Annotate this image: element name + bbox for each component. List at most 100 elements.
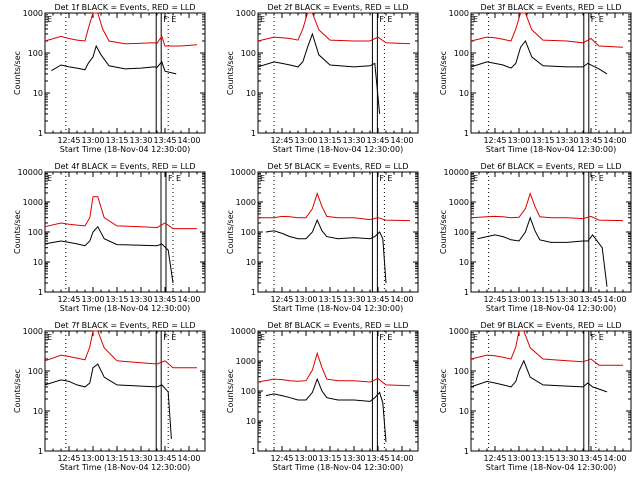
flag-label: E: [260, 15, 265, 24]
chart-title: Det 7f BLACK = Events, RED = LLD: [54, 321, 195, 330]
y-tick-label: 1000: [236, 9, 256, 18]
x-tick-label: 13:30: [129, 295, 152, 304]
lld-series-line: [257, 12, 411, 45]
y-tick-label: 10000: [18, 168, 43, 177]
chart-title: Det 2f BLACK = Events, RED = LLD: [267, 3, 408, 12]
events-series-line: [265, 218, 387, 284]
y-tick-label: 1000: [23, 9, 43, 18]
flag-label: E: [599, 174, 604, 183]
y-axis-label: Counts/sec: [439, 210, 448, 254]
plot-frame: [257, 171, 419, 293]
flag-label: F: [591, 15, 596, 24]
flag-label: E: [47, 174, 52, 183]
lld-series-line: [470, 12, 624, 48]
events-series-line: [470, 359, 608, 393]
flag-label: E: [473, 333, 478, 342]
events-series-line: [470, 40, 608, 75]
y-tick-label: 1: [251, 288, 256, 297]
x-tick-label: 12:45: [57, 136, 80, 145]
x-tick-label: 14:00: [177, 454, 200, 463]
x-tick-label: 13:30: [342, 136, 365, 145]
x-axis-label: Start Time (18-Nov-04 12:30:00): [60, 145, 190, 154]
x-tick-label: 13:00: [81, 454, 104, 463]
y-tick-label: 100: [241, 228, 256, 237]
y-tick-label: 100: [454, 49, 469, 58]
plot-frame: [470, 12, 632, 134]
y-tick-label: 10000: [231, 327, 256, 336]
y-tick-label: 10000: [231, 168, 256, 177]
x-tick-label: 13:00: [507, 136, 530, 145]
x-tick-label: 14:00: [390, 295, 413, 304]
x-tick-label: 13:00: [294, 295, 317, 304]
x-tick-label: 12:45: [270, 295, 293, 304]
lld-series-line: [44, 196, 197, 230]
y-tick-label: 1000: [449, 9, 469, 18]
x-tick-label: 13:00: [507, 295, 530, 304]
flag-label: E: [599, 15, 604, 24]
chart-panel: Det 6f BLACK = Events, RED = LLD 1 10 100 10…: [439, 162, 632, 313]
lld-series-line: [470, 192, 624, 222]
y-axis-label: Counts/sec: [226, 51, 235, 95]
chart-panel: Det 2f BLACK = Events, RED = LLD 1 10 100 10…: [226, 3, 419, 154]
y-axis-label: Counts/sec: [226, 369, 235, 413]
x-tick-label: 13:30: [342, 295, 365, 304]
events-series-line: [477, 216, 608, 287]
x-tick-label: 13:30: [342, 454, 365, 463]
flag-label: F: [591, 174, 596, 183]
x-tick-label: 13:30: [129, 136, 152, 145]
y-axis-label: Counts/sec: [439, 51, 448, 95]
plot-frame: [257, 12, 419, 134]
flag-label: E: [387, 174, 392, 183]
x-tick-label: 13:30: [555, 295, 578, 304]
x-tick-label: 13:45: [366, 454, 389, 463]
x-tick-label: 13:15: [318, 454, 341, 463]
x-tick-label: 13:45: [579, 454, 602, 463]
chart-panel: Det 8f BLACK = Events, RED = LLD 1 10 100 10…: [226, 321, 419, 472]
x-tick-label: 13:45: [153, 454, 176, 463]
chart-title: Det 5f BLACK = Events, RED = LLD: [267, 162, 408, 171]
x-tick-label: 12:45: [270, 136, 293, 145]
chart-panel: Det 5f BLACK = Events, RED = LLD 1 10 100 10…: [226, 162, 419, 313]
y-tick-label: 10: [33, 258, 43, 267]
x-tick-label: 14:00: [177, 295, 200, 304]
y-tick-label: 1: [38, 447, 43, 456]
y-axis-label: Counts/sec: [13, 51, 22, 95]
y-tick-label: 100: [241, 49, 256, 58]
flag-label: E: [260, 174, 265, 183]
x-tick-label: 13:00: [81, 136, 104, 145]
y-tick-label: 100: [28, 49, 43, 58]
flag-label: E: [387, 333, 392, 342]
y-tick-label: 1: [38, 288, 43, 297]
x-tick-label: 13:45: [153, 295, 176, 304]
chart-title: Det 4f BLACK = Events, RED = LLD: [54, 162, 195, 171]
x-tick-label: 13:00: [294, 136, 317, 145]
y-tick-label: 1000: [23, 327, 43, 336]
x-tick-label: 13:15: [318, 295, 341, 304]
flag-label: F: [379, 15, 384, 24]
x-tick-label: 14:00: [390, 454, 413, 463]
chart-panel: Det 7f BLACK = Events, RED = LLD 1 10 100 10…: [13, 321, 206, 472]
x-axis-label: Start Time (18-Nov-04 12:30:00): [486, 304, 616, 313]
x-tick-label: 12:45: [270, 454, 293, 463]
y-tick-label: 10: [33, 89, 43, 98]
y-tick-label: 100: [454, 228, 469, 237]
x-tick-label: 13:30: [555, 454, 578, 463]
x-tick-label: 14:00: [390, 136, 413, 145]
y-tick-label: 10: [459, 258, 469, 267]
flag-label: F: [163, 15, 168, 24]
chart-title: Det 6f BLACK = Events, RED = LLD: [480, 162, 621, 171]
chart-panel: Det 1f BLACK = Events, RED = LLD 1 10 100 10…: [13, 3, 206, 154]
flag-label: F: [379, 333, 384, 342]
lld-series-line: [44, 330, 197, 369]
events-series-line: [44, 225, 174, 284]
x-tick-label: 13:15: [531, 136, 554, 145]
plot-frame: [470, 330, 632, 452]
y-axis-label: Counts/sec: [439, 369, 448, 413]
x-tick-label: 13:45: [579, 295, 602, 304]
y-tick-label: 10000: [444, 168, 469, 177]
y-tick-label: 1000: [449, 327, 469, 336]
y-tick-label: 100: [241, 387, 256, 396]
y-tick-label: 1: [464, 447, 469, 456]
flag-label: E: [387, 15, 392, 24]
